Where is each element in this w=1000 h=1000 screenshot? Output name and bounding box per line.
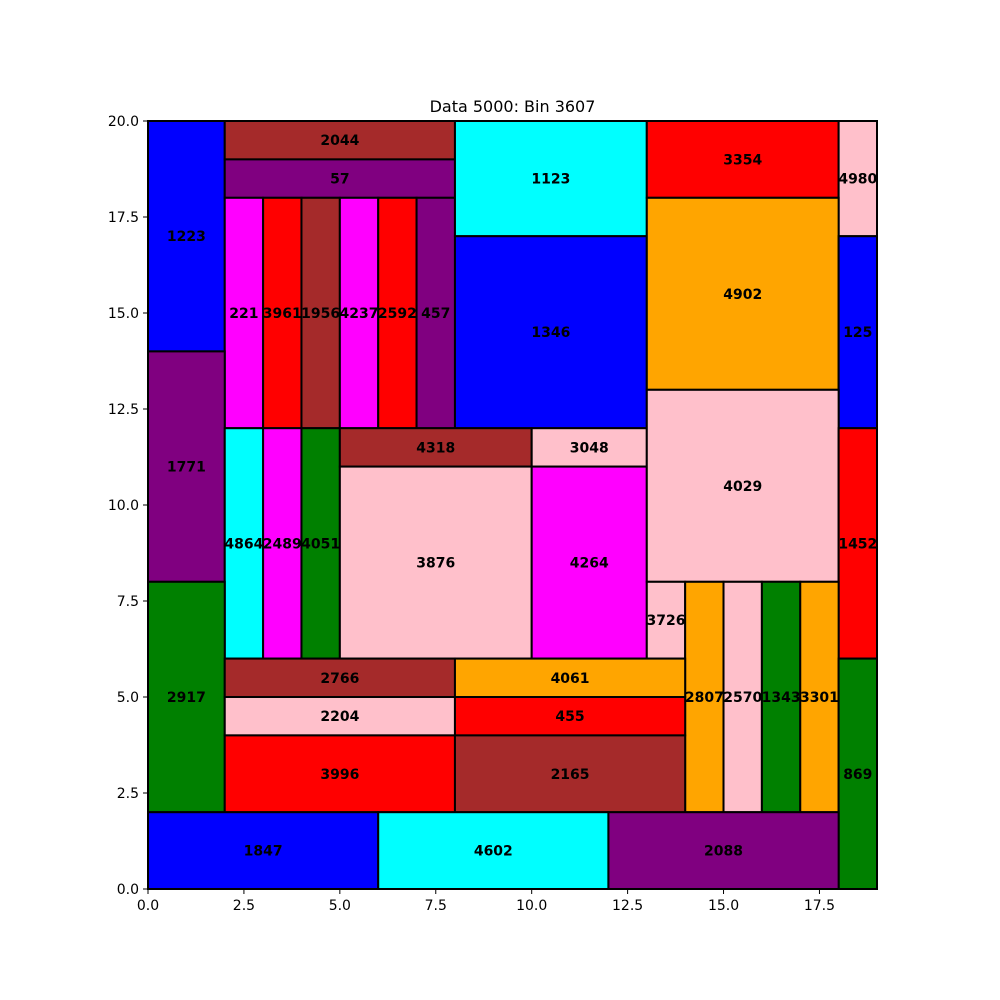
y-tick-label: 20.0	[108, 114, 139, 130]
packed-rect-1123	[453, 120, 648, 238]
rect-label-1343: 1343	[762, 690, 801, 706]
rect-label-2592: 2592	[378, 306, 417, 322]
rect-label-1123: 1123	[531, 172, 570, 188]
rect-label-457: 457	[421, 306, 450, 322]
rect-label-3996: 3996	[320, 767, 359, 783]
rect-label-2088: 2088	[704, 844, 743, 860]
y-tick-label: 12.5	[108, 402, 139, 418]
rect-label-3048: 3048	[570, 440, 609, 456]
rect-label-4602: 4602	[474, 844, 513, 860]
rect-label-455: 455	[555, 709, 584, 725]
rect-label-1346: 1346	[531, 325, 570, 341]
rect-label-2570: 2570	[723, 690, 762, 706]
packed-rect-1956	[300, 196, 341, 430]
rect-label-1956: 1956	[301, 306, 340, 322]
rect-label-3354: 3354	[723, 152, 762, 168]
packed-rect-2570	[722, 580, 763, 814]
rect-label-4980: 4980	[838, 172, 877, 188]
rect-label-3961: 3961	[263, 306, 302, 322]
rect-label-57: 57	[330, 172, 349, 188]
packed-rect-3996	[223, 734, 456, 814]
rect-label-125: 125	[843, 325, 872, 341]
y-tick-label: 5.0	[117, 690, 139, 706]
rect-label-4864: 4864	[224, 536, 263, 552]
rect-label-2766: 2766	[320, 671, 359, 687]
rect-label-1452: 1452	[838, 536, 877, 552]
y-tick-label: 17.5	[108, 210, 139, 226]
rect-label-221: 221	[229, 306, 258, 322]
x-tick-label: 2.5	[233, 898, 255, 914]
rect-label-1223: 1223	[167, 229, 206, 245]
packed-rect-3726	[645, 580, 687, 660]
rect-label-4061: 4061	[551, 671, 590, 687]
rect-label-4029: 4029	[723, 479, 762, 495]
rect-label-4237: 4237	[340, 306, 379, 322]
packed-rect-4318	[338, 427, 533, 468]
y-tick-label: 10.0	[108, 498, 139, 514]
rect-label-4318: 4318	[416, 440, 455, 456]
x-tick-label: 0.0	[137, 898, 159, 914]
y-axis: 0.0 2.5 5.0 7.5 10.0 12.5 15.0 17.5 20.0	[108, 114, 148, 898]
x-tick-label: 15.0	[708, 898, 739, 914]
packed-rect-2592	[377, 196, 418, 430]
x-tick-label: 12.5	[612, 898, 643, 914]
packed-rect-2165	[453, 734, 687, 814]
rect-label-4051: 4051	[301, 536, 340, 552]
rect-label-4264: 4264	[570, 556, 609, 572]
packed-rect-3876	[338, 465, 533, 660]
packed-rect-2044	[223, 120, 456, 161]
rect-label-869: 869	[843, 767, 872, 783]
x-tick-label: 17.5	[804, 898, 835, 914]
rect-label-3726: 3726	[646, 613, 685, 629]
rect-label-3876: 3876	[416, 556, 455, 572]
y-tick-label: 15.0	[108, 306, 139, 322]
rect-label-4902: 4902	[723, 287, 762, 303]
packed-rect-4602	[377, 811, 610, 891]
y-tick-label: 2.5	[117, 786, 139, 802]
rect-labels-layer: 1223 2044 57 221 3961 1956 4237 2592 457 1123 1346…	[167, 133, 878, 859]
x-tick-label: 10.0	[516, 898, 547, 914]
chart-title: Data 5000: Bin 3607	[430, 97, 596, 116]
rect-label-2165: 2165	[551, 767, 590, 783]
y-tick-label: 7.5	[117, 594, 139, 610]
packed-rect-4051	[300, 427, 341, 660]
packed-rect-3301	[799, 580, 840, 814]
packed-rect-4902	[645, 196, 840, 391]
packed-rect-4061	[453, 657, 687, 698]
rect-label-2917: 2917	[167, 690, 206, 706]
packed-rect-1847	[147, 811, 380, 891]
y-tick-label: 0.0	[117, 882, 139, 898]
packed-rect-3354	[645, 120, 840, 199]
rects-layer	[147, 120, 879, 891]
packed-rect-3048	[530, 427, 648, 468]
packed-rect-4264	[530, 465, 648, 660]
rect-label-1771: 1771	[167, 460, 206, 476]
rect-label-3301: 3301	[800, 690, 839, 706]
packed-rect-1223	[147, 120, 226, 353]
rect-label-2489: 2489	[263, 536, 302, 552]
rect-label-1847: 1847	[244, 844, 283, 860]
x-tick-label: 5.0	[329, 898, 351, 914]
x-tick-label: 7.5	[425, 898, 447, 914]
rect-label-2807: 2807	[685, 690, 724, 706]
rect-label-2044: 2044	[320, 133, 359, 149]
rect-label-2204: 2204	[320, 709, 359, 725]
packed-rect-4864	[223, 427, 265, 660]
x-axis: 0.0 2.5 5.0 7.5 10.0 12.5 15.0 17.5	[137, 889, 835, 914]
